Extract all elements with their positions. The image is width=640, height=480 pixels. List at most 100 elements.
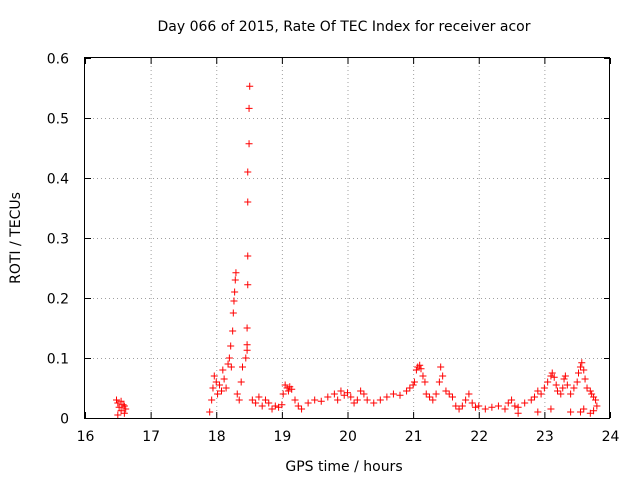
- data-point: [243, 341, 251, 349]
- data-point: [244, 281, 252, 289]
- data-point: [554, 387, 561, 395]
- data-point: [222, 384, 230, 392]
- x-tick-label: 24: [602, 429, 620, 445]
- data-point: [514, 403, 522, 411]
- data-point: [363, 396, 371, 404]
- data-point: [412, 366, 420, 374]
- data-point: [417, 365, 425, 373]
- data-point: [229, 327, 237, 335]
- data-point: [508, 396, 516, 404]
- y-tick-label: 0.5: [47, 112, 69, 128]
- data-point: [445, 390, 453, 398]
- data-point: [593, 402, 601, 410]
- data-point: [557, 390, 565, 398]
- data-point: [544, 378, 552, 386]
- data-point: [245, 140, 253, 148]
- data-point: [537, 390, 545, 398]
- data-point: [527, 396, 535, 404]
- data-point: [227, 342, 235, 350]
- data-point: [590, 407, 598, 415]
- data-point: [370, 399, 378, 407]
- data-point: [344, 389, 351, 397]
- y-tick-label: 0.1: [47, 352, 69, 368]
- data-point: [570, 384, 578, 392]
- data-point: [224, 360, 232, 368]
- data-point: [465, 390, 473, 398]
- data-point: [311, 396, 319, 404]
- data-point: [350, 399, 358, 407]
- tick-labels: 16 17 18 19 20 21 22 23 24 0 0.1 0.2 0.3 0.4 0.5 0.6: [47, 52, 620, 446]
- data-point: [246, 82, 254, 90]
- data-point: [534, 408, 542, 416]
- data-point: [575, 369, 582, 377]
- data-point: [561, 372, 569, 380]
- data-point: [225, 354, 233, 362]
- data-point: [389, 390, 397, 398]
- data-point: [268, 405, 276, 413]
- data-point: [552, 381, 560, 389]
- data-point: [581, 375, 589, 383]
- data-point: [455, 405, 463, 413]
- data-point: [429, 396, 437, 404]
- data-point: [294, 402, 302, 410]
- data-point: [330, 390, 338, 398]
- data-point: [475, 402, 483, 410]
- data-point: [288, 385, 296, 393]
- data-point: [232, 269, 240, 277]
- data-point: [230, 297, 238, 305]
- data-point: [540, 384, 548, 392]
- data-point: [347, 393, 355, 401]
- data-point: [449, 393, 456, 401]
- data-point: [481, 405, 489, 413]
- data-point: [421, 378, 429, 386]
- data-point: [248, 396, 256, 404]
- data-point: [357, 387, 365, 395]
- data-point: [559, 384, 567, 392]
- y-axis-label: ROTI / TECUs: [8, 192, 24, 284]
- data-point: [291, 396, 299, 404]
- data-point: [576, 363, 584, 371]
- data-point: [396, 391, 404, 399]
- data-point: [284, 387, 292, 395]
- data-point: [511, 402, 519, 410]
- data-point: [261, 396, 269, 404]
- data-point: [563, 381, 571, 389]
- data-point: [586, 387, 594, 395]
- data-point: [547, 372, 555, 380]
- data-point: [229, 309, 237, 317]
- data-point: [233, 390, 241, 398]
- data-point: [265, 399, 273, 407]
- data-point: [353, 396, 361, 404]
- data-point: [567, 390, 575, 398]
- data-point: [337, 387, 345, 395]
- x-tick-label: 19: [273, 429, 291, 445]
- data-point: [209, 384, 217, 392]
- data-point: [115, 403, 123, 411]
- x-tick-label: 23: [536, 429, 554, 445]
- data-point: [422, 390, 430, 398]
- data-point: [488, 403, 496, 411]
- data-point: [419, 372, 427, 380]
- data-point: [120, 402, 128, 410]
- data-point: [119, 401, 127, 409]
- data-point: [458, 402, 466, 410]
- data-point: [437, 363, 445, 371]
- data-point: [439, 372, 447, 380]
- data-point: [244, 168, 252, 176]
- data-point: [298, 405, 306, 413]
- data-point: [210, 372, 218, 380]
- data-point: [227, 363, 235, 371]
- data-point: [218, 387, 225, 395]
- data-point: [117, 397, 125, 405]
- x-tick-label: 20: [339, 429, 357, 445]
- data-point: [550, 373, 558, 381]
- data-point: [317, 397, 325, 405]
- data-point: [494, 402, 502, 410]
- data-point: [580, 366, 588, 374]
- data-point: [567, 408, 575, 416]
- data-point: [426, 393, 434, 401]
- data-point: [578, 359, 586, 367]
- data-point: [114, 411, 122, 419]
- data-point: [501, 405, 509, 413]
